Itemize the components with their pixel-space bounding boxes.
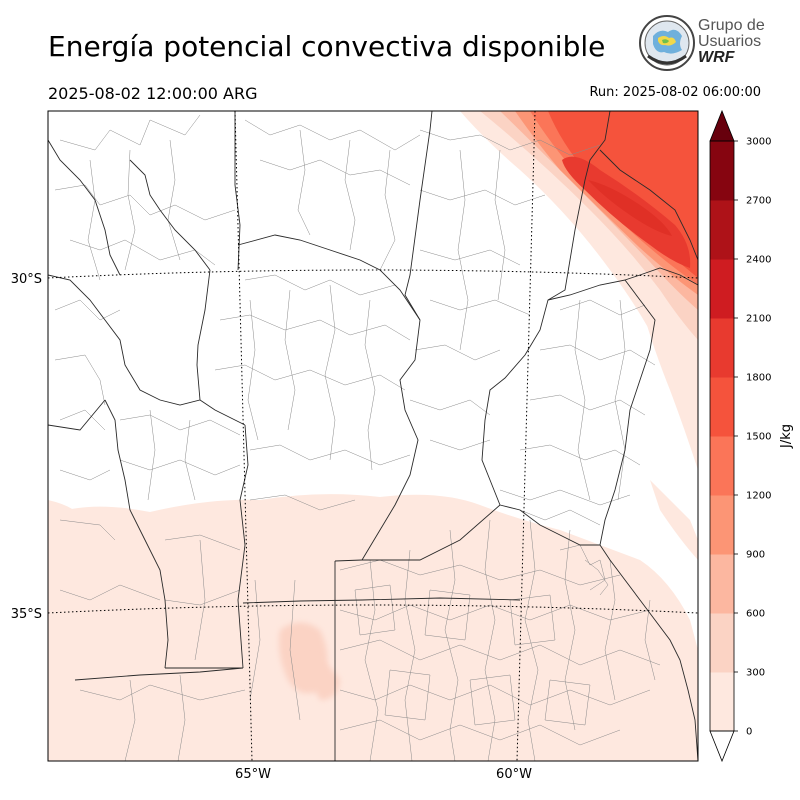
lat-label-35: 35°S	[11, 607, 42, 622]
lon-label-60: 60°W	[496, 767, 532, 782]
logo-line-3: WRF	[698, 49, 735, 66]
colorbar-extend-min	[709, 730, 735, 763]
colorbar-tick-label: 1200	[746, 491, 771, 502]
colorbar-tick-label: 900	[746, 550, 765, 561]
colorbar-tick-label: 2700	[746, 196, 771, 207]
colorbar-segment	[710, 200, 734, 260]
colorbar-tick-label: 3000	[746, 137, 771, 148]
page-title: Energía potencial convectiva disponible	[48, 30, 606, 63]
colorbar: 0 300 600 900 1200 1500 1800 2100 2400 2700 3000	[709, 109, 771, 763]
colorbar-extend-max	[709, 109, 735, 142]
colorbar-segment	[710, 259, 734, 319]
colorbar-segment	[710, 141, 734, 201]
graticule-lon-60	[516, 111, 536, 761]
valid-time: 2025-08-02 12:00:00 ARG	[48, 84, 258, 103]
cape-region-low-east-2	[650, 480, 698, 560]
logo-line-1: Grupo de	[698, 17, 765, 34]
cape-region-low-east	[640, 300, 698, 470]
colorbar-tick-label: 1800	[746, 373, 771, 384]
cape-field	[48, 111, 698, 761]
department-boundaries	[54, 114, 661, 761]
colorbar-tick-label: 2100	[746, 314, 771, 325]
wrf-group-logo: Grupo de Usuarios WRF	[638, 14, 768, 74]
map-frame	[47, 110, 699, 762]
colorbar-unit: J/kg	[779, 424, 794, 449]
colorbar-segment	[710, 377, 734, 437]
colorbar-segment	[710, 436, 734, 496]
lat-label-30: 30°S	[11, 272, 42, 287]
colorbar-tick-label: 600	[746, 609, 765, 620]
province-boundaries	[48, 111, 698, 761]
cape-region-low-south	[48, 494, 698, 761]
colorbar-segment	[710, 495, 734, 555]
colorbar-tick-label: 0	[746, 727, 752, 738]
cape-band-core	[588, 180, 672, 236]
globe-icon	[639, 15, 695, 71]
logo-text: Grupo de Usuarios WRF	[698, 18, 765, 66]
colorbar-segment	[710, 613, 734, 673]
graticule-lon-65	[234, 111, 253, 761]
colorbar-segment	[710, 672, 734, 732]
lon-label-65: 65°W	[235, 767, 271, 782]
colorbar-tick-label: 300	[746, 668, 765, 679]
colorbar-tick-label: 2400	[746, 255, 771, 266]
cape-region-low-west	[48, 500, 80, 560]
colorbar-segment	[710, 318, 734, 378]
logo-line-2: Usuarios	[698, 33, 762, 50]
graticule	[48, 111, 698, 761]
colorbar-tick-label: 1500	[746, 432, 771, 443]
run-time: Run: 2025-08-02 06:00:00	[589, 85, 761, 100]
colorbar-segment	[710, 554, 734, 614]
cape-patch-300-b	[300, 657, 340, 700]
